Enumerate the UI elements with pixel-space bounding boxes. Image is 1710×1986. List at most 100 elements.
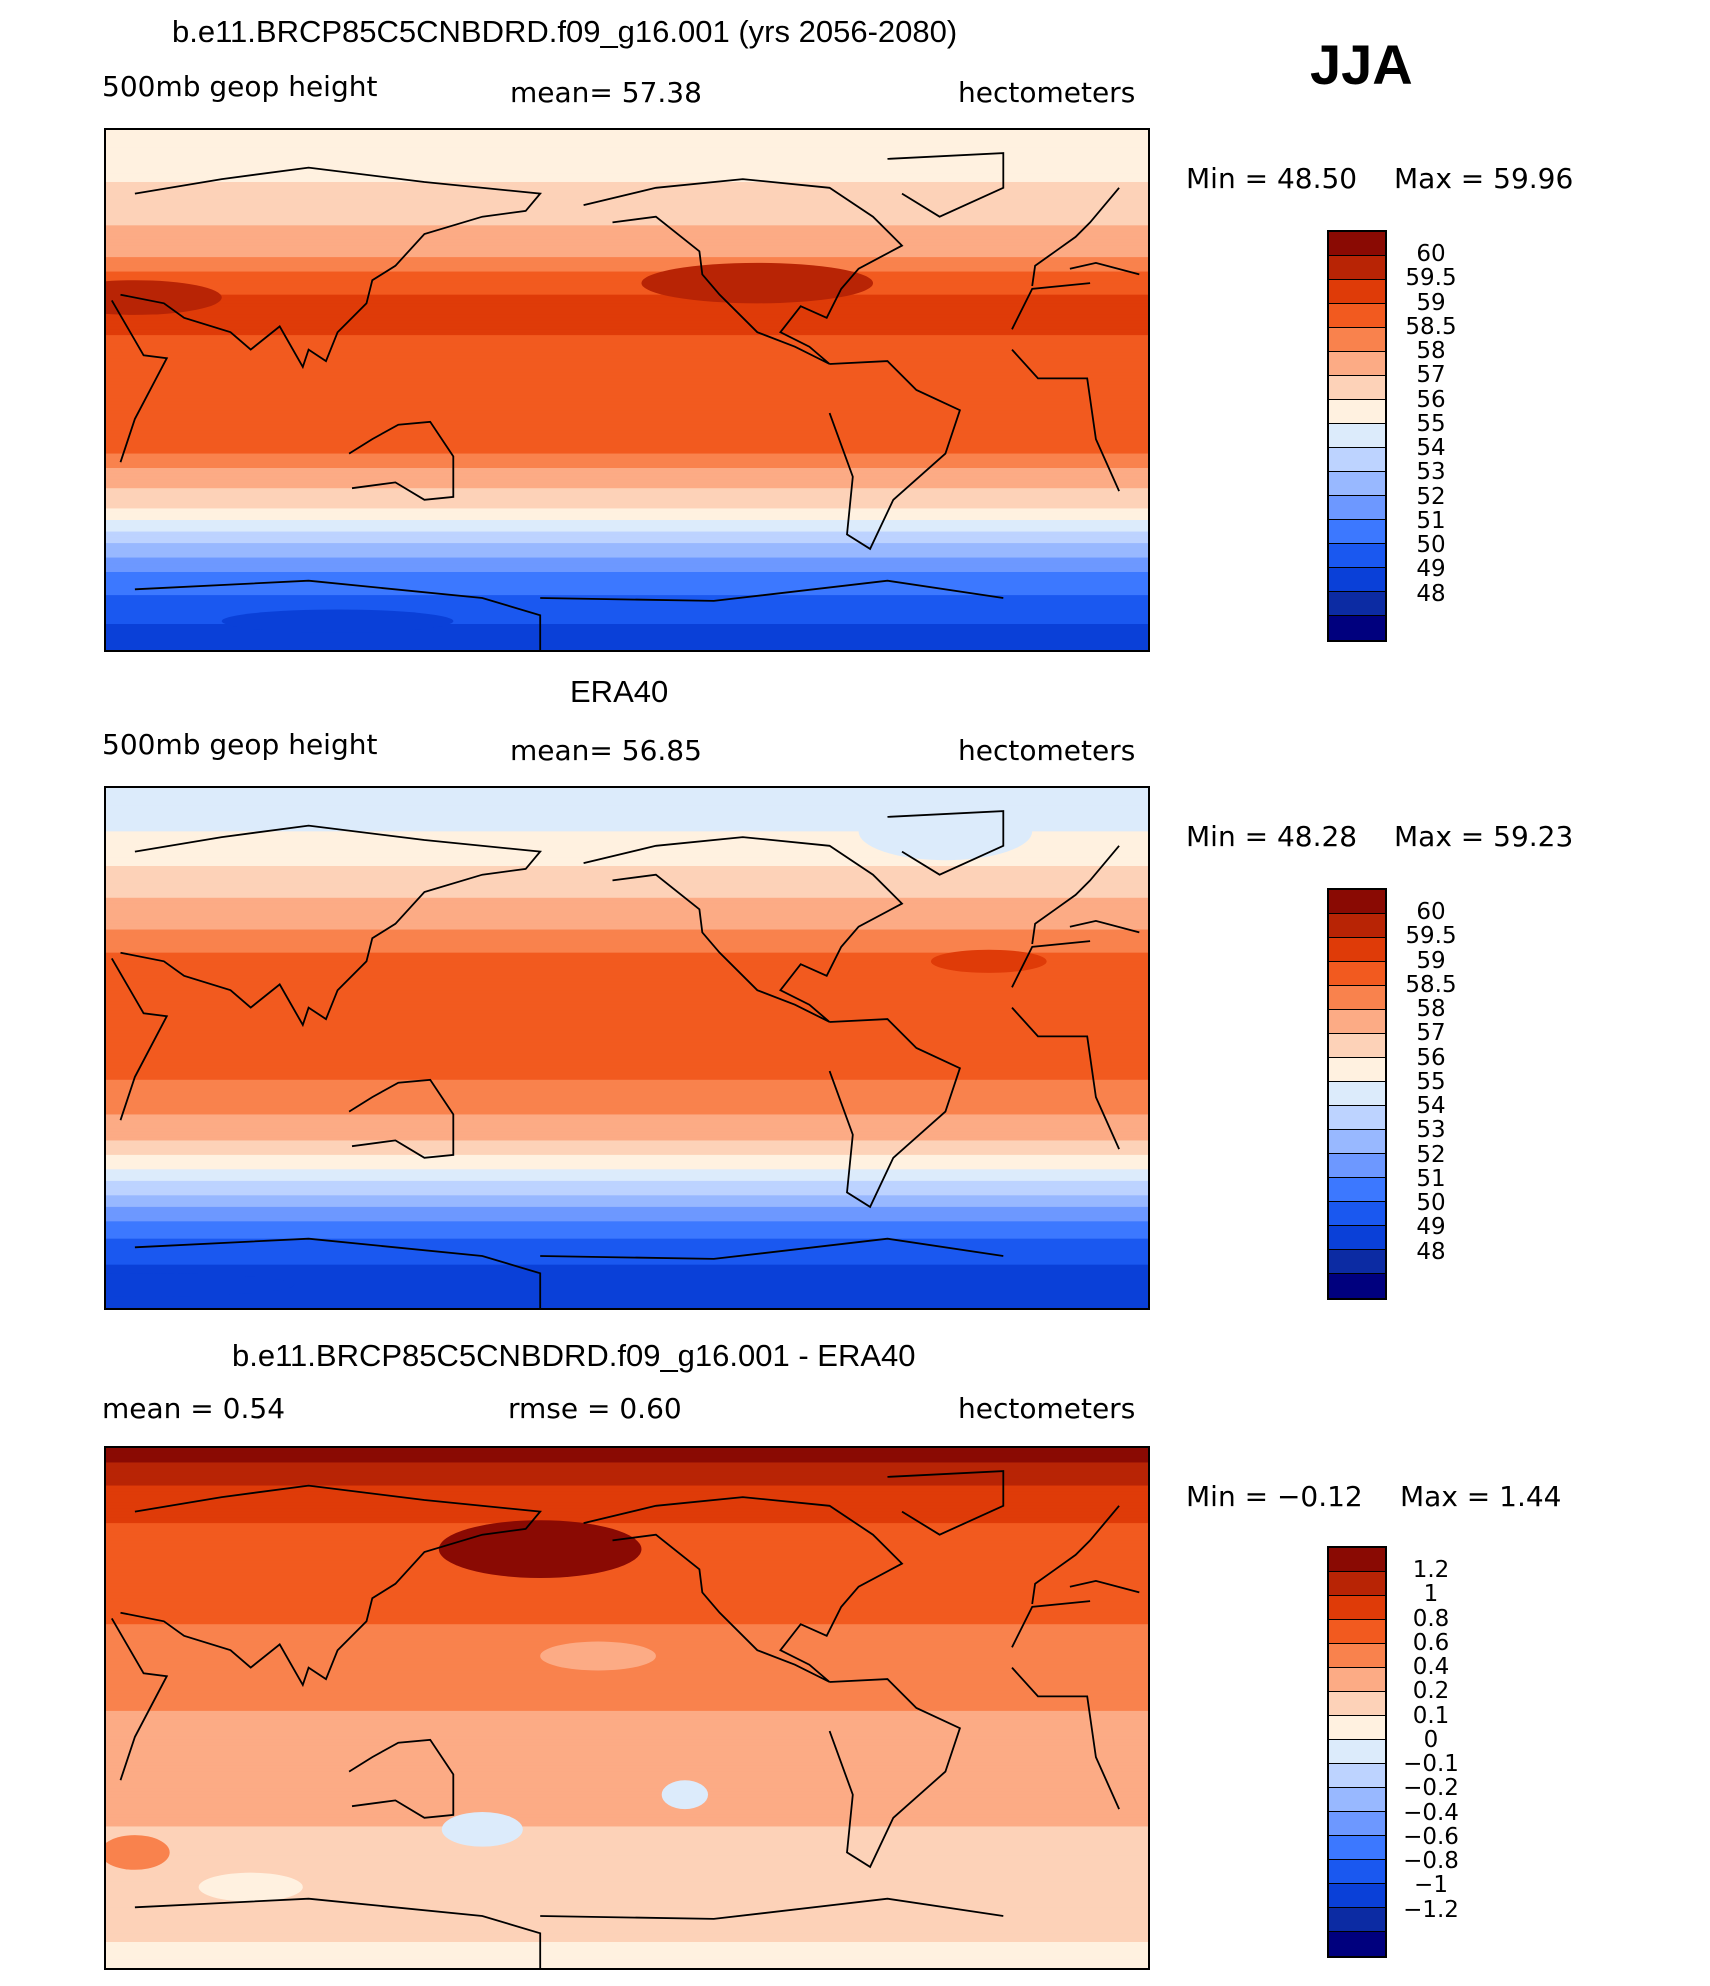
contour-band bbox=[106, 372, 1148, 377]
contour-band bbox=[106, 1062, 1148, 1066]
contour-band bbox=[106, 923, 1148, 928]
contour-band bbox=[106, 274, 1148, 278]
contour-band bbox=[106, 239, 1148, 244]
contour-band bbox=[106, 1117, 1148, 1121]
contour-band bbox=[106, 906, 1148, 910]
contour-band bbox=[106, 130, 1148, 134]
contour-band bbox=[106, 1829, 1148, 1833]
colorbar-segment bbox=[1329, 1548, 1385, 1572]
contour-band bbox=[106, 1273, 1148, 1277]
contour-band bbox=[106, 161, 1148, 166]
contour-band bbox=[106, 479, 1148, 484]
contour-band bbox=[106, 338, 1148, 342]
contour-band bbox=[106, 1783, 1148, 1787]
contour-band bbox=[106, 1780, 1148, 1784]
contour-band bbox=[106, 288, 1148, 293]
contour-band bbox=[106, 1201, 1148, 1205]
map-svg bbox=[106, 130, 1148, 650]
contour-band bbox=[106, 1933, 1148, 1937]
contour-band bbox=[106, 799, 1148, 804]
contour-band bbox=[106, 592, 1148, 596]
contour-band bbox=[106, 644, 1148, 648]
contour-band bbox=[106, 520, 1148, 524]
contour-band bbox=[106, 1010, 1148, 1014]
colorbar-segment bbox=[1329, 1226, 1385, 1250]
map-svg bbox=[106, 788, 1148, 1308]
colorbar-tick-label: −0.2 bbox=[1403, 1775, 1459, 1802]
contour-band bbox=[106, 1803, 1148, 1807]
contour-band bbox=[106, 1832, 1148, 1836]
panel3-map bbox=[104, 1446, 1150, 1970]
contour-band bbox=[106, 1146, 1148, 1150]
contour-band bbox=[106, 1059, 1148, 1064]
contour-band bbox=[106, 286, 1148, 290]
contour-band bbox=[106, 1111, 1148, 1116]
colorbar-tick-label: 59.5 bbox=[1405, 923, 1457, 950]
contour-band bbox=[106, 1079, 1148, 1084]
contour-band bbox=[106, 459, 1148, 463]
panel2-min: Min = 48.28 bbox=[1186, 820, 1358, 853]
colorbar-tick-label: 58.5 bbox=[1405, 313, 1457, 340]
contour-band bbox=[106, 190, 1148, 195]
contour-band bbox=[106, 505, 1148, 510]
panel1-colorbar bbox=[1327, 230, 1387, 642]
contour-band bbox=[106, 1762, 1148, 1767]
colorbar-segment bbox=[1329, 472, 1385, 496]
contour-band bbox=[106, 825, 1148, 830]
contour-band bbox=[106, 216, 1148, 221]
contour-band bbox=[106, 1719, 1148, 1724]
contour-band bbox=[106, 603, 1148, 608]
contour-band bbox=[106, 427, 1148, 432]
contour-band bbox=[106, 1586, 1148, 1591]
contour-band bbox=[106, 600, 1148, 605]
contour-band bbox=[106, 626, 1148, 631]
contour-band bbox=[106, 138, 1148, 143]
contour-band bbox=[106, 1757, 1148, 1761]
contour-band bbox=[106, 231, 1148, 235]
contour-band bbox=[106, 548, 1148, 553]
contour-band bbox=[106, 1085, 1148, 1090]
contour-band bbox=[106, 234, 1148, 238]
contour-band bbox=[106, 1924, 1148, 1929]
contour-band bbox=[106, 1947, 1148, 1952]
contour-band bbox=[106, 1742, 1148, 1747]
contour-band bbox=[106, 1016, 1148, 1020]
contour-band bbox=[106, 793, 1148, 798]
contour-band bbox=[106, 482, 1148, 486]
contour-band bbox=[106, 1722, 1148, 1726]
contour-feature bbox=[661, 1780, 709, 1810]
colorbar-segment bbox=[1329, 304, 1385, 328]
contour-band bbox=[106, 1094, 1148, 1098]
contour-band bbox=[106, 297, 1148, 302]
contour-band bbox=[106, 1244, 1148, 1248]
colorbar-tick-label: 58 bbox=[1416, 996, 1446, 1023]
contour-feature bbox=[540, 1641, 656, 1671]
contour-band bbox=[106, 1030, 1148, 1035]
contour-band bbox=[106, 436, 1148, 440]
contour-band bbox=[106, 1050, 1148, 1055]
contour-band bbox=[106, 1895, 1148, 1900]
contour-band bbox=[106, 1100, 1148, 1104]
contour-band bbox=[106, 1024, 1148, 1029]
contour-band bbox=[106, 1699, 1148, 1703]
contour-band bbox=[106, 1583, 1148, 1588]
contour-band bbox=[106, 1105, 1148, 1110]
contour-band bbox=[106, 1849, 1148, 1854]
contour-band bbox=[106, 366, 1148, 371]
contour-band bbox=[106, 566, 1148, 570]
contour-band bbox=[106, 845, 1148, 850]
contour-band bbox=[106, 1036, 1148, 1040]
contour-band bbox=[106, 1826, 1148, 1830]
contour-band bbox=[106, 1693, 1148, 1698]
contour-band bbox=[106, 494, 1148, 498]
contour-band bbox=[106, 1638, 1148, 1643]
contour-band bbox=[106, 1523, 1148, 1527]
colorbar-tick-label: 58.5 bbox=[1405, 971, 1457, 998]
contour-band bbox=[106, 135, 1148, 140]
colorbar-segment bbox=[1329, 232, 1385, 256]
contour-band bbox=[106, 889, 1148, 893]
colorbar-segment bbox=[1329, 616, 1385, 640]
contour-band bbox=[106, 615, 1148, 619]
contour-band bbox=[106, 1500, 1148, 1504]
contour-band bbox=[106, 981, 1148, 986]
